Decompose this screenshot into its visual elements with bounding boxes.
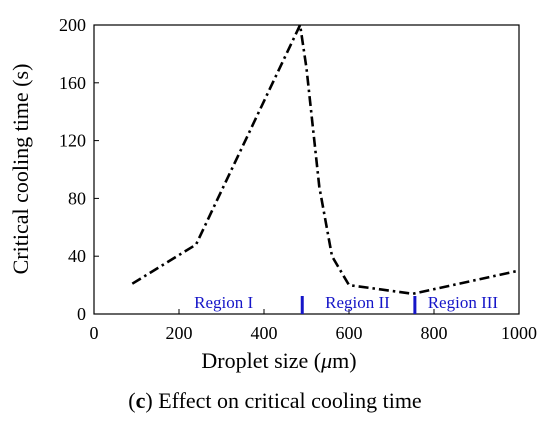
y-tick-label: 120 [59,131,86,151]
y-tick-label: 40 [68,246,86,266]
x-tick-label: 600 [336,323,363,343]
x-tick-label: 0 [90,323,99,343]
region-label: Region I [194,293,253,312]
plot-area-frame [93,24,520,315]
x-axis-title: Droplet size (μm) [201,348,356,373]
y-tick-label: 0 [77,304,86,324]
y-tick-label: 160 [59,73,86,93]
x-tick-label: 200 [166,323,193,343]
caption-close-paren: ) [145,388,152,413]
figure-caption: (c) Effect on critical cooling time [128,388,421,413]
series-line [131,23,520,296]
y-axis-title: Critical cooling time (s) [8,64,33,275]
y-tick-label: 200 [59,15,86,35]
region-boundaries [300,296,417,314]
x-axis-title-mu: μ [320,348,332,373]
caption-letter: c [136,388,146,413]
caption-open-paren: ( [128,388,135,413]
series-group [131,23,520,296]
caption-text: Effect on critical cooling time [153,388,422,413]
region-label: Region III [428,293,499,312]
x-tick-label: 400 [251,323,278,343]
region-label: Region II [325,293,390,312]
y-axis-ticks: 0 40 80 120 160 200 [59,15,99,324]
x-axis-title-suffix: m) [332,348,356,373]
region-labels: Region I Region II Region III [194,293,498,312]
x-tick-label: 1000 [501,323,537,343]
y-tick-label: 80 [68,188,86,208]
x-axis-title-prefix: Droplet size ( [201,348,321,373]
x-axis-ticks: 0 200 400 600 800 1000 [90,309,537,343]
x-tick-label: 800 [421,323,448,343]
